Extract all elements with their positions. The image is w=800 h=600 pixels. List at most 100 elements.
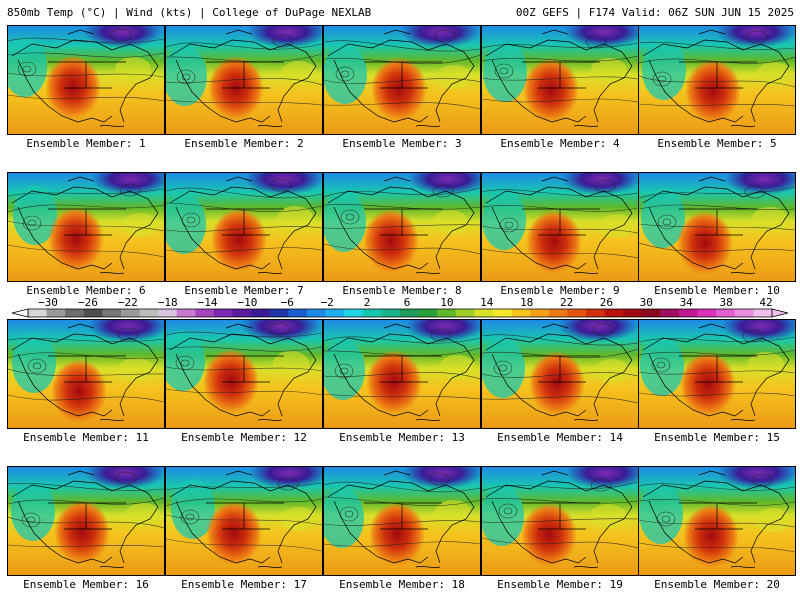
ensemble-member-panel: Ensemble Member: 7 [165, 172, 323, 306]
colorbar-tick-label: 34 [680, 296, 694, 309]
ensemble-member-label: Ensemble Member: 17 [181, 578, 307, 591]
ensemble-member-panel: Ensemble Member: 20 [638, 466, 796, 600]
header: 850mb Temp (°C) | Wind (kts) | College o… [0, 0, 800, 22]
colorbar-swatch [511, 309, 531, 317]
colorbar-left-arrow [11, 308, 29, 318]
colorbar-swatch [46, 309, 66, 317]
colorbar-tick-label: 22 [560, 296, 573, 309]
ensemble-member-label: Ensemble Member: 15 [654, 431, 780, 444]
colorbar-swatch [362, 309, 382, 317]
temperature-map [638, 466, 796, 576]
ensemble-member-panel: Ensemble Member: 12 [165, 319, 323, 453]
colorbar-graphic: −30 −26 −22 −18 −14 −10 −6 −2 2 6 10 14 18 22 26 30 34 38… [11, 296, 789, 318]
ensemble-member-label: Ensemble Member: 12 [181, 431, 307, 444]
colorbar-right-arrow [771, 308, 789, 318]
temperature-map [165, 466, 323, 576]
colorbar-tick-label: 14 [480, 296, 494, 309]
ensemble-member-panel: Ensemble Member: 18 [323, 466, 481, 600]
ensemble-member-panel: Ensemble Member: 16 [7, 466, 165, 600]
colorbar-swatch [418, 309, 438, 317]
ensemble-member-label: Ensemble Member: 10 [654, 284, 780, 297]
title-right: 00Z GEFS | F174 Valid: 06Z SUN JUN 15 20… [515, 6, 794, 19]
colorbar-swatch [753, 309, 773, 317]
temperature-map [7, 319, 165, 429]
colorbar-swatch [381, 309, 401, 317]
ensemble-member-label: Ensemble Member: 20 [654, 578, 780, 591]
ensemble-member-panel: Ensemble Member: 9 [481, 172, 639, 306]
temperature-map [323, 25, 481, 135]
ensemble-member-panel: Ensemble Member: 2 [165, 25, 323, 159]
colorbar-tick-label: −22 [118, 296, 138, 309]
ensemble-member-label: Ensemble Member: 6 [26, 284, 146, 297]
ensemble-member-panel: Ensemble Member: 17 [165, 466, 323, 600]
ensemble-member-label: Ensemble Member: 5 [657, 137, 777, 150]
ensemble-member-panel: Ensemble Member: 14 [481, 319, 639, 453]
colorbar-tick-label: 6 [404, 296, 411, 309]
temperature-map [165, 25, 323, 135]
colorbar-swatch [83, 309, 103, 317]
ensemble-member-panel: Ensemble Member: 4 [481, 25, 639, 159]
temperature-map [7, 466, 165, 576]
colorbar-tick-label: −10 [237, 296, 257, 309]
colorbar-tick-label: 42 [759, 296, 772, 309]
colorbar-swatch [679, 309, 698, 317]
colorbar-swatch [660, 309, 680, 317]
ensemble-member-label: Ensemble Member: 7 [184, 284, 304, 297]
colorbar-tick-label: 10 [440, 296, 453, 309]
colorbar-tick-label: −14 [198, 296, 218, 309]
ensemble-member-label: Ensemble Member: 11 [23, 431, 149, 444]
temperature-map [323, 319, 481, 429]
ensemble-member-panel: Ensemble Member: 8 [323, 172, 481, 306]
ensemble-member-panel: Ensemble Member: 10 [638, 172, 796, 306]
colorbar-tick-label: 30 [640, 296, 653, 309]
colorbar-tick-label: 38 [719, 296, 732, 309]
ensemble-member-label: Ensemble Member: 19 [497, 578, 623, 591]
ensemble-member-panel: Ensemble Member: 19 [481, 466, 639, 600]
ensemble-member-panel: Ensemble Member: 3 [323, 25, 481, 159]
colorbar-swatch [121, 309, 140, 317]
colorbar-swatch [716, 309, 736, 317]
temperature-map [323, 172, 481, 282]
colorbar-swatch [288, 309, 308, 317]
ensemble-member-label: Ensemble Member: 3 [342, 137, 462, 150]
temperature-map [481, 466, 639, 576]
colorbar-swatch [530, 309, 550, 317]
colorbar-swatch [65, 309, 85, 317]
colorbar-swatch [455, 309, 475, 317]
colorbar-tick-label: 2 [364, 296, 371, 309]
colorbar-tick-label: 18 [520, 296, 533, 309]
ensemble-member-label: Ensemble Member: 16 [23, 578, 149, 591]
colorbar-tick-label: −26 [78, 296, 98, 309]
ensemble-member-label: Ensemble Member: 13 [339, 431, 465, 444]
colorbar-tick-label: −18 [158, 296, 178, 309]
temperature-map [323, 466, 481, 576]
colorbar-swatch [344, 309, 364, 317]
ensemble-member-panel: Ensemble Member: 6 [7, 172, 165, 306]
colorbar-swatch [139, 309, 159, 317]
colorbar-swatch [158, 309, 178, 317]
colorbar-swatch [437, 309, 457, 317]
ensemble-member-label: Ensemble Member: 14 [497, 431, 623, 444]
title-left: 850mb Temp (°C) | Wind (kts) | College o… [7, 6, 372, 19]
colorbar-swatch [28, 309, 47, 317]
colorbar-swatch [102, 309, 122, 317]
temperature-colorbar: −30 −26 −22 −18 −14 −10 −6 −2 2 6 10 14 18 22 26 30 34 38… [0, 296, 800, 320]
colorbar-tick-label: 26 [600, 296, 613, 309]
ensemble-member-label: Ensemble Member: 8 [342, 284, 462, 297]
colorbar-tick-label: −30 [38, 296, 58, 309]
colorbar-swatch [307, 309, 326, 317]
temperature-map [638, 172, 796, 282]
colorbar-swatch [400, 309, 419, 317]
temperature-map [7, 25, 165, 135]
ensemble-member-label: Ensemble Member: 1 [26, 137, 146, 150]
temperature-map [638, 25, 796, 135]
colorbar-swatch [251, 309, 271, 317]
colorbar-swatch [232, 309, 252, 317]
temperature-map [7, 172, 165, 282]
ensemble-member-label: Ensemble Member: 9 [500, 284, 620, 297]
colorbar-swatch [604, 309, 624, 317]
colorbar-swatch [493, 309, 512, 317]
colorbar-swatch [641, 309, 661, 317]
colorbar-tick-label: −2 [321, 296, 334, 309]
temperature-map [481, 172, 639, 282]
